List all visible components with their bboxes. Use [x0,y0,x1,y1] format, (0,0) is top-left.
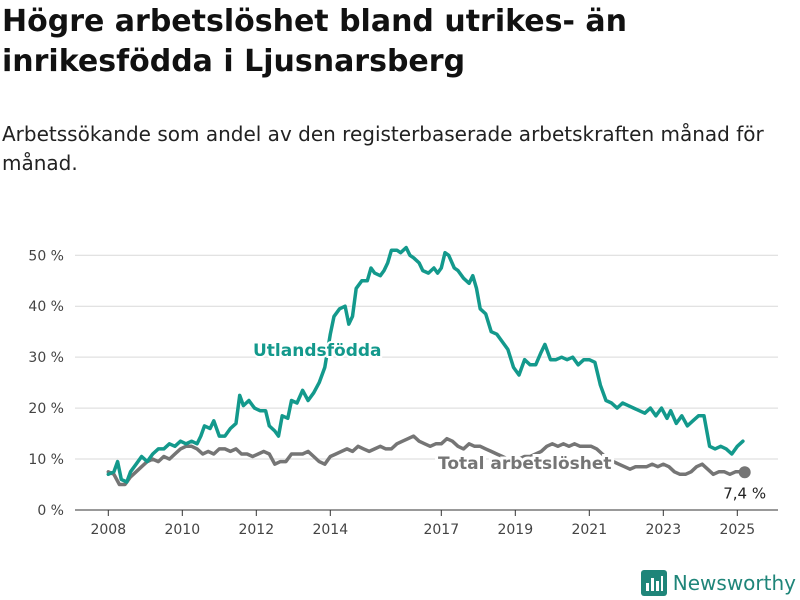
x-tick-label: 2019 [497,522,533,538]
brand-name: Newsworthy [672,571,796,595]
x-tick-label: 2008 [90,522,126,538]
y-tick-label: 20 % [28,401,64,417]
series-label-total: Total arbetslöshet [438,454,612,474]
y-tick-label: 0 % [37,503,64,519]
y-tick-label: 10 % [28,452,64,468]
x-tick-label: 2014 [312,522,348,538]
x-tick-label: 2023 [645,522,681,538]
newsworthy-logo-icon [640,570,667,596]
end-point-marker [738,466,751,479]
x-tick-label: 2025 [719,522,755,538]
x-tick-label: 2021 [571,522,607,538]
end-value-label: 7,4 % [723,484,766,502]
y-tick-label: 40 % [28,299,64,315]
y-tick-label: 30 % [28,350,64,366]
series-line-total [106,434,747,487]
x-tick-label: 2017 [423,522,459,538]
brand-logo: Newsworthy [640,570,796,596]
page-title: Högre arbetslöshet bland utrikes- än inr… [2,4,627,79]
page-subtitle: Arbetssökande som andel av den registerb… [2,122,764,175]
x-tick-label: 2010 [164,522,200,538]
series-line-utlandsfodda [106,245,745,484]
series-label-utlandsfodda: Utlandsfödda [253,341,382,361]
x-tick-label: 2012 [238,522,274,538]
y-tick-label: 50 % [28,248,64,264]
